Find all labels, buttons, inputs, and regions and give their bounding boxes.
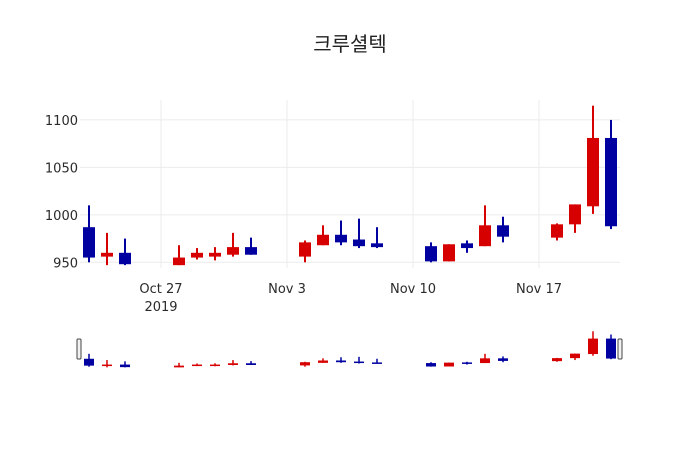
range-slider[interactable]	[76, 331, 623, 368]
candle[interactable]	[299, 240, 311, 263]
candle[interactable]	[317, 225, 329, 246]
candle[interactable]	[462, 361, 472, 365]
candle[interactable]	[426, 362, 436, 367]
candle[interactable]	[371, 227, 383, 249]
y-tick-label: 1100	[45, 114, 78, 129]
candle[interactable]	[480, 353, 490, 364]
candle[interactable]	[551, 223, 563, 241]
y-tick-label: 1050	[45, 161, 78, 176]
candle[interactable]	[119, 238, 131, 266]
candle[interactable]	[174, 362, 184, 368]
candle[interactable]	[552, 357, 562, 362]
x-tick-label: Nov 3	[268, 282, 306, 297]
candle[interactable]	[497, 216, 509, 243]
candle[interactable]	[336, 357, 346, 363]
x-tick-label: Oct 27	[139, 282, 182, 297]
y-tick-label: 1000	[45, 209, 78, 224]
range-slider-candles	[84, 331, 616, 368]
candle[interactable]	[84, 353, 94, 367]
chart-title: 크루셜텍	[313, 32, 387, 56]
candle[interactable]	[425, 242, 437, 263]
candle[interactable]	[245, 237, 257, 255]
candle[interactable]	[588, 331, 598, 356]
gridlines	[80, 100, 620, 268]
candle[interactable]	[335, 220, 347, 246]
candle[interactable]	[569, 204, 581, 233]
candle[interactable]	[120, 361, 130, 368]
x-tick-label: Nov 17	[516, 282, 562, 297]
range-slider-left-handle[interactable]	[76, 338, 82, 360]
candle[interactable]	[606, 334, 616, 360]
candle[interactable]	[228, 360, 238, 366]
candle[interactable]	[300, 361, 310, 367]
candle[interactable]	[227, 232, 239, 257]
candle[interactable]	[318, 358, 328, 363]
candle[interactable]	[479, 205, 491, 247]
candle[interactable]	[570, 353, 580, 361]
candle[interactable]	[461, 240, 473, 253]
candle[interactable]	[353, 218, 365, 249]
candle[interactable]	[605, 119, 617, 230]
candle[interactable]	[246, 361, 256, 365]
candle[interactable]	[354, 356, 364, 364]
candle[interactable]	[210, 363, 220, 367]
range-slider-right-handle[interactable]	[617, 338, 623, 360]
candle[interactable]	[102, 360, 112, 368]
candles[interactable]	[83, 105, 617, 266]
candle[interactable]	[173, 245, 185, 266]
candle[interactable]	[372, 358, 382, 364]
candle[interactable]	[587, 105, 599, 214]
candle[interactable]	[209, 247, 221, 261]
x-tick-label: Nov 10	[390, 282, 436, 297]
y-tick-label: 950	[53, 256, 78, 271]
candle[interactable]	[191, 248, 203, 260]
candle[interactable]	[498, 356, 508, 363]
y-axis: 950 1000 1050 1100	[45, 114, 78, 271]
candle[interactable]	[444, 362, 454, 367]
candle[interactable]	[443, 244, 455, 262]
candle[interactable]	[83, 205, 95, 263]
x-axis: Oct 27 2019 Nov 3 Nov 10 Nov 17	[139, 282, 562, 315]
candle[interactable]	[192, 363, 202, 367]
x-tick-year-label: 2019	[144, 300, 177, 315]
candle[interactable]	[101, 232, 113, 266]
